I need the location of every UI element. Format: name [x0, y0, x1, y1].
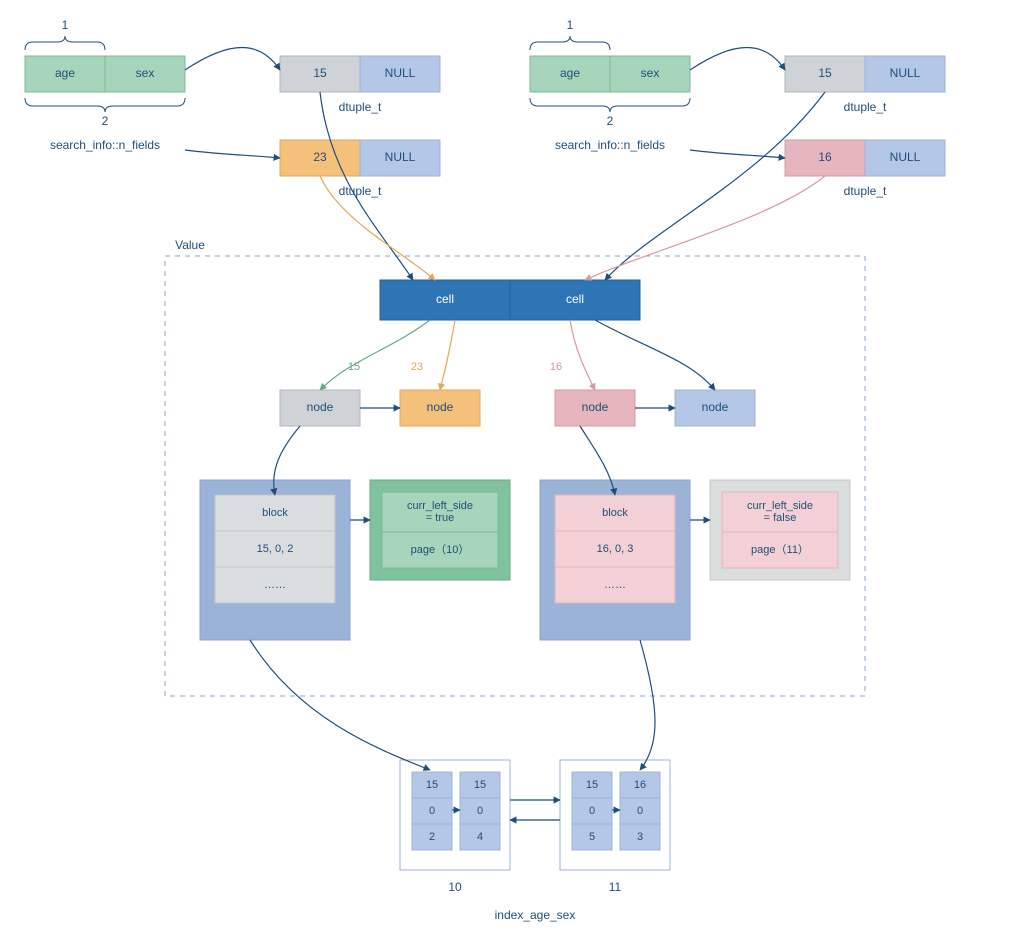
page-id-label-11: 11 [609, 880, 622, 894]
cells-row-cell-label: cell [436, 292, 454, 306]
dtuple1-R-cell-label: NULL [890, 66, 921, 80]
block-bL-sidecar: curr_left_side= true page（10） [370, 480, 510, 580]
edge [185, 48, 280, 71]
block-bR-row-label: block [602, 507, 628, 519]
dtuple1-L: 15 NULL [280, 56, 440, 92]
branch-label: 16 [550, 361, 562, 373]
edge [605, 92, 825, 280]
page-cell-label: 15 [586, 779, 598, 791]
page-cell-label: 5 [589, 831, 595, 843]
cells-row-cell-label: cell [566, 292, 584, 306]
edge [690, 48, 785, 71]
age-sex-row-L-cell-label: age [55, 66, 75, 80]
dtuple2-caption-R: dtuple_t [844, 184, 887, 198]
branch-label: 23 [411, 361, 423, 373]
age-sex-row-R: age sex [530, 56, 690, 92]
cells-row: cell cell [380, 280, 640, 320]
brace-top-R: 1 [530, 18, 610, 50]
edge [570, 320, 595, 390]
dtuple2-L: 23 NULL [280, 140, 440, 176]
page-cell-label: 0 [637, 805, 643, 817]
dtuple2-R-cell-label: 16 [818, 150, 832, 164]
page-cell-label: 0 [589, 805, 595, 817]
index-label: index_age_sex [495, 908, 576, 922]
block-bL-row-label: block [262, 507, 288, 519]
page-id-label-10: 10 [448, 880, 462, 894]
block-bL-row-label: …… [264, 579, 286, 591]
block-bR-row-label: 16, 0, 3 [597, 543, 634, 555]
block-bR-sidecar-row-label: page（11） [751, 543, 809, 556]
block-bL: block 15, 0, 2 …… [200, 480, 350, 640]
edge [320, 320, 430, 390]
brace-bottom-L-label: 2 [102, 114, 109, 128]
dtuple1-caption-R: dtuple_t [844, 100, 887, 114]
brace-bottom-L: 2 [25, 98, 185, 128]
block-bR-sidecar-row-label: curr_left_side [747, 500, 813, 512]
dtuple1-caption-L: dtuple_t [339, 100, 382, 114]
n-fields-label-R: search_info::n_fields [555, 138, 665, 152]
dtuple2-L-cell-label: NULL [385, 150, 416, 164]
node-label-nR2: node [702, 400, 729, 414]
n-fields-label-L: search_info::n_fields [50, 138, 160, 152]
node-label-nR1: node [582, 400, 609, 414]
age-sex-row-R-cell-label: age [560, 66, 580, 80]
edge [690, 150, 785, 158]
block-bR: block 16, 0, 3 …… [540, 480, 690, 640]
block-bL-row-label: 15, 0, 2 [257, 543, 294, 555]
page-cell-label: 16 [634, 779, 646, 791]
block-bR-sidecar-row-label: = false [764, 512, 797, 524]
age-sex-row-L: age sex [25, 56, 185, 92]
age-sex-row-R-cell-label: sex [641, 66, 660, 80]
brace-top-L-label: 1 [62, 18, 69, 32]
dtuple1-L-cell-label: 15 [313, 66, 327, 80]
dtuple1-R: 15 NULL [785, 56, 945, 92]
node-label-nL2: node [427, 400, 454, 414]
edge [440, 320, 455, 390]
page-cell-label: 3 [637, 831, 643, 843]
page-cell-label: 15 [426, 779, 438, 791]
edge [250, 640, 430, 770]
dtuple2-R: 16 NULL [785, 140, 945, 176]
brace-bottom-R-label: 2 [607, 114, 614, 128]
page-cell-label: 0 [429, 805, 435, 817]
page-cell-label: 2 [429, 831, 435, 843]
dtuple1-R-cell-label: 15 [818, 66, 832, 80]
brace-top-R-label: 1 [567, 18, 574, 32]
dtuple2-R-cell-label: NULL [890, 150, 921, 164]
page-cell-label: 4 [477, 831, 483, 843]
age-sex-row-L-cell-label: sex [136, 66, 155, 80]
dtuple1-L-cell-label: NULL [385, 66, 416, 80]
brace-bottom-R: 2 [530, 98, 690, 128]
block-bL-sidecar-row-label: curr_left_side [407, 500, 473, 512]
node-label-nL1: node [307, 400, 334, 414]
page-cell-label: 0 [477, 805, 483, 817]
edge [185, 150, 280, 158]
brace-top-L: 1 [25, 18, 105, 50]
block-bR-sidecar: curr_left_side= false page（11） [710, 480, 850, 580]
block-bR-row-label: …… [604, 579, 626, 591]
dtuple2-caption-L: dtuple_t [339, 184, 382, 198]
edge [640, 640, 655, 770]
block-bL-sidecar-row-label: = true [426, 512, 454, 524]
value-label: Value [175, 238, 205, 252]
edge [595, 320, 715, 390]
page-cell-label: 15 [474, 779, 486, 791]
dtuple2-L-cell-label: 23 [313, 150, 327, 164]
block-bL-sidecar-row-label: page（10） [411, 543, 470, 556]
